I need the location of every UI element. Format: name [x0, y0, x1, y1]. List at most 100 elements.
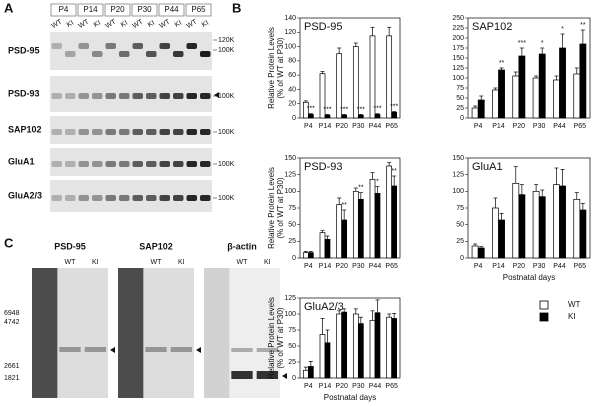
band: [51, 161, 62, 167]
bar: [498, 219, 505, 259]
bar: [357, 114, 364, 119]
age-box: [104, 3, 131, 17]
row-label: GluA2/3: [8, 190, 42, 200]
band: [84, 347, 106, 352]
x-axis-label: Postnatal days: [324, 393, 376, 402]
x-tick-label: P4: [304, 123, 313, 130]
lane-label: WT: [185, 18, 199, 30]
x-tick-label: P65: [574, 263, 587, 270]
significance: **: [499, 60, 505, 67]
blot: [50, 32, 212, 70]
lane-label: KI: [178, 259, 185, 266]
significance: ***: [307, 106, 315, 113]
panel-label: B: [232, 0, 241, 15]
x-tick-label: P20: [513, 263, 526, 270]
y-axis-label: Relative Protein Levels: [267, 167, 276, 249]
band: [78, 161, 89, 167]
panel-label: C: [4, 235, 14, 250]
panel-label: A: [4, 0, 14, 15]
lane-label: WT: [65, 259, 77, 266]
bar: [336, 204, 343, 259]
significance: ***: [373, 106, 381, 113]
age-label: P30: [137, 5, 152, 14]
x-tick-label: P65: [385, 123, 398, 130]
marker-label: 100K: [218, 47, 235, 54]
age-label: P20: [110, 5, 125, 14]
band: [65, 129, 76, 135]
y-tick-label: 125: [452, 65, 464, 72]
x-tick-label: P14: [319, 263, 332, 270]
bar: [573, 198, 581, 259]
bar: [369, 320, 376, 379]
band: [173, 51, 184, 57]
size-marker: 1821: [4, 375, 20, 382]
y-tick-label: 100: [284, 43, 296, 50]
band: [51, 129, 62, 135]
bar: [357, 323, 364, 379]
x-tick-label: P44: [369, 383, 382, 390]
band: [119, 195, 130, 201]
y-tick-label: 50: [456, 95, 464, 102]
x-tick-label: P14: [319, 383, 332, 390]
y-tick-label: 75: [456, 85, 464, 92]
x-tick-label: P65: [385, 383, 398, 390]
marker-label: 100K: [218, 93, 235, 100]
legend-swatch: [539, 300, 549, 310]
significance: ***: [357, 106, 365, 113]
size-marker: 4742: [4, 319, 20, 326]
lane-label: WT: [77, 18, 91, 30]
bar: [573, 73, 581, 119]
lane-label: WT: [50, 18, 64, 30]
x-tick-label: P44: [553, 123, 566, 130]
band: [186, 195, 197, 201]
y-tick-label: 250: [452, 15, 464, 22]
y-tick-label: 75: [288, 327, 296, 334]
lane-label: WT: [151, 259, 163, 266]
bar: [341, 114, 348, 119]
band: [186, 161, 197, 167]
bar: [553, 184, 560, 259]
age-box: [131, 3, 158, 17]
bar: [512, 75, 520, 119]
row-label: PSD-93: [8, 88, 40, 98]
y-tick-label: 25: [288, 238, 296, 245]
band: [51, 43, 62, 49]
x-tick-label: P20: [335, 383, 348, 390]
bar: [352, 313, 359, 379]
bar: [471, 107, 479, 119]
band: [186, 129, 197, 135]
bar: [307, 114, 314, 119]
age-box: [50, 3, 77, 17]
legend-label: KI: [568, 312, 576, 321]
band: [78, 93, 89, 99]
age-label: P65: [191, 5, 206, 14]
band: [119, 93, 130, 99]
band: [119, 161, 130, 167]
size-marker: 2661: [4, 363, 20, 370]
band: [159, 93, 170, 99]
band: [65, 195, 76, 201]
band: [78, 129, 89, 135]
marker-label: 100K: [218, 161, 235, 168]
lane-label: KI: [264, 259, 271, 266]
band: [132, 161, 143, 167]
bar: [471, 245, 479, 259]
band: [173, 161, 184, 167]
lane-label: KI: [93, 20, 102, 29]
bar: [391, 318, 398, 379]
band: [146, 129, 157, 135]
band: [59, 347, 81, 352]
row-label: SAP102: [8, 124, 42, 134]
chart-title: PSD-93: [304, 161, 343, 173]
band: [51, 93, 62, 99]
y-tick-label: 0: [460, 255, 464, 262]
y-tick-label: 80: [288, 58, 296, 65]
bar: [579, 43, 587, 119]
lane-label: KI: [147, 20, 156, 29]
bar: [374, 312, 381, 379]
y-tick-label: 20: [288, 101, 296, 108]
band: [256, 348, 278, 352]
band: [159, 195, 170, 201]
bar: [341, 219, 348, 259]
